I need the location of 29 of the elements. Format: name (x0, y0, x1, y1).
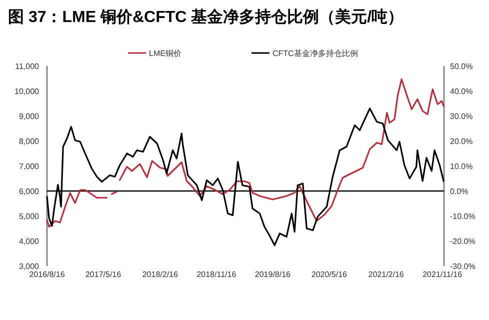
x-tick-label: 2020/5/16 (311, 270, 348, 279)
y2-tick-label: -10.0% (450, 212, 476, 221)
y2-tick-label: 30.0% (450, 112, 473, 121)
x-tick-label: 2017/5/16 (85, 270, 122, 279)
y2-tick-label: 40.0% (450, 87, 473, 96)
y2-tick-label: 50.0% (450, 62, 473, 71)
legend-label: LME铜价 (149, 49, 182, 58)
y-tick-label: 7,000 (18, 162, 40, 171)
x-tick-label: 2016/8/16 (29, 270, 66, 279)
y-tick-label: 3,000 (18, 262, 40, 271)
x-tick-label: 2019/8/16 (254, 270, 292, 279)
y-tick-label: 5,000 (18, 212, 40, 221)
y-tick-label: 8,000 (18, 137, 40, 146)
y2-tick-label: 10.0% (450, 162, 473, 171)
y-tick-label: 9,000 (18, 112, 40, 121)
y2-tick-label: -20.0% (450, 237, 476, 246)
x-tick-label: 2018/2/16 (142, 270, 179, 279)
legend-label: CFTC基金净多持仓比例 (272, 49, 358, 58)
x-tick-label: 2018/11/16 (196, 270, 237, 279)
x-tick-label: 2021/11/16 (422, 270, 463, 279)
x-tick-label: 2021/2/16 (368, 270, 404, 279)
y2-tick-label: 0.0% (450, 187, 468, 196)
y-tick-label: 4,000 (18, 237, 40, 246)
y2-tick-label: 20.0% (450, 137, 473, 146)
y2-tick-label: -30.0% (450, 262, 476, 271)
y-tick-label: 6,000 (18, 187, 40, 196)
y-tick-label: 10,000 (14, 87, 40, 96)
y-tick-label: 11,000 (15, 62, 40, 71)
chart-title: 图 37：LME 铜价&CFTC 基金净多持仓比例（美元/吨） (8, 7, 404, 26)
